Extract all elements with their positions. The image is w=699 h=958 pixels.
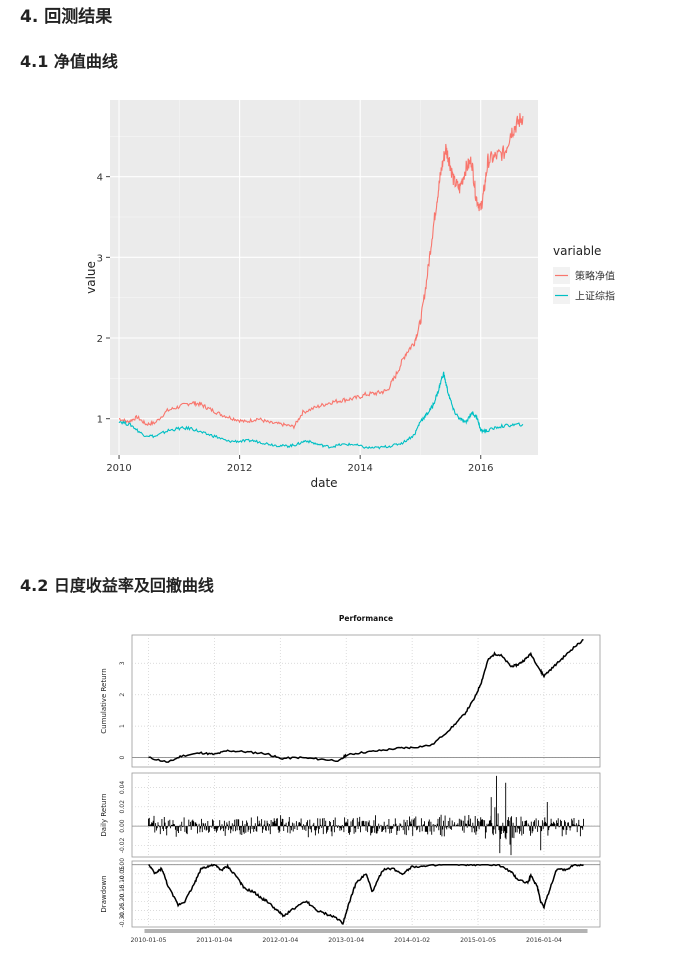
x-tick-label: 2015-01-05 — [460, 937, 496, 944]
x-tick-label: 2011-01-04 — [196, 937, 232, 944]
y-tick-label: -0.30 — [119, 912, 126, 928]
y-tick-label: 3 — [119, 661, 126, 665]
y-tick-label: 0.02 — [119, 800, 126, 814]
x-tick-label: 2013-01-04 — [328, 937, 364, 944]
chart-title: Performance — [339, 614, 393, 623]
panel-frame — [131, 634, 601, 768]
y-tick-label: 4 — [97, 173, 103, 184]
subsection-heading-performance: 4.2 日度收益率及回撤曲线 — [20, 576, 214, 595]
y-tick-label: 0.04 — [119, 781, 126, 795]
y-tick-label: 3 — [97, 253, 103, 264]
y-tick-label: 1 — [97, 415, 103, 426]
series-line — [148, 863, 584, 925]
y-tick-label: 0.00 — [119, 819, 126, 833]
y-tick-label: -0.05 — [119, 866, 126, 882]
nav-curve-chart: 1 2 3 4 2010 2012 2014 2016 date value variable 策略净… — [84, 100, 615, 490]
y-tick-label: -0.15 — [119, 884, 126, 900]
date-axis-band — [144, 929, 588, 933]
y-tick-label: 1 — [119, 724, 126, 728]
panel-y-label: Daily Return — [100, 793, 108, 836]
y-tick-label: 0.00 — [119, 858, 126, 872]
subsection-heading-nav: 4.1 净值曲线 — [20, 52, 118, 71]
plot-panel — [110, 100, 538, 455]
x-tick-label: 2012-01-04 — [262, 937, 298, 944]
y-tick-label: 2 — [119, 693, 126, 697]
x-tick-label: 2012 — [227, 463, 252, 474]
legend-label: 上证综指 — [575, 290, 615, 303]
daily-return-bars — [148, 775, 584, 856]
y-tick-label: 2 — [97, 334, 103, 345]
x-tick-label: 2014-01-02 — [394, 937, 430, 944]
y-tick-label: 0 — [119, 755, 126, 759]
section-heading: 4. 回测结果 — [20, 7, 113, 27]
panel-frame — [131, 772, 601, 858]
panel-y-label: Drawdown — [100, 875, 108, 912]
panel-y-label: Cumulative Return — [100, 668, 108, 733]
panel-frame — [131, 860, 601, 928]
series-line-index — [118, 371, 524, 450]
y-axis-title: value — [84, 261, 98, 294]
performance-chart: Performance 0 1 2 3 Cumulative Return -0.02 0.0… — [100, 614, 601, 944]
series-line — [148, 638, 584, 763]
x-tick-label: 2014 — [347, 463, 372, 474]
legend-title: variable — [553, 244, 601, 258]
x-tick-label: 2010-01-05 — [130, 937, 166, 944]
legend-label: 策略净值 — [575, 270, 615, 283]
y-tick-label: -0.20 — [119, 893, 126, 909]
x-axis-title: date — [310, 476, 337, 490]
x-tick-label: 2016 — [468, 463, 493, 474]
y-tick-label: -0.25 — [119, 903, 126, 919]
x-tick-label: 2010 — [106, 463, 131, 474]
y-tick-label: -0.10 — [119, 875, 126, 891]
y-tick-label: -0.02 — [119, 837, 126, 853]
x-tick-label: 2016-01-04 — [526, 937, 562, 944]
series-line-strategy — [119, 113, 524, 430]
